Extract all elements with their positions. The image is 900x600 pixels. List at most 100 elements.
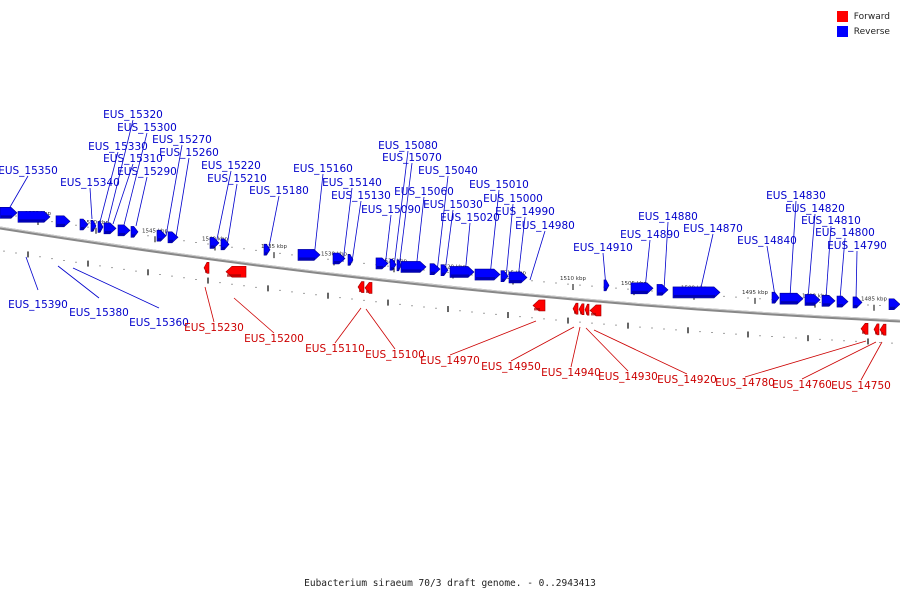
reverse-gene-arrow — [97, 221, 104, 233]
gene-labels: EUS_15350EUS_15340EUS_15330EUS_15320EUS_… — [0, 109, 891, 392]
reverse-gene-arrow — [656, 284, 669, 296]
label-leader-line — [365, 308, 396, 350]
gene-label: EUS_15080 — [378, 140, 438, 152]
label-leader-line — [699, 233, 714, 293]
gene-label: EUS_14940 — [541, 367, 601, 379]
forward-gene-arrow — [589, 304, 602, 317]
label-leader-line — [860, 341, 883, 381]
gene-label: EUS_15160 — [293, 163, 353, 175]
legend-reverse-label: Reverse — [853, 26, 890, 37]
gene-label: EUS_14990 — [495, 206, 555, 218]
scale-tick-label: 1485 kbp — [861, 297, 887, 303]
label-leader-line — [825, 225, 832, 299]
label-leader-line — [123, 132, 148, 226]
reverse-swatch — [836, 26, 848, 37]
label-leader-line — [766, 245, 776, 297]
gene-label: EUS_15020 — [440, 212, 500, 224]
reverse-gene-arrow — [449, 266, 475, 278]
gene-label: EUS_15210 — [207, 173, 267, 185]
legend: Forward Reverse — [836, 9, 890, 39]
label-leader-line — [226, 183, 238, 247]
gene-label: EUS_15130 — [331, 190, 391, 202]
forward-gene-arrow — [860, 322, 869, 335]
genome-backbone — [0, 226, 900, 323]
gene-label: EUS_14750 — [831, 380, 891, 392]
reverse-gene-arrow — [130, 226, 139, 238]
label-leader-line — [175, 157, 190, 238]
gene-label: EUS_14820 — [785, 203, 845, 215]
legend-forward-label: Forward — [853, 11, 890, 22]
label-leader-line — [204, 286, 215, 323]
gene-label: EUS_15310 — [103, 153, 163, 165]
scale-tick-label: 1525 kbp — [381, 258, 407, 264]
label-leader-line — [215, 170, 232, 245]
label-leader-line — [801, 341, 877, 380]
gene-label: EUS_15200 — [244, 333, 304, 345]
legend-reverse: Reverse — [836, 24, 890, 39]
label-leader-line — [99, 151, 119, 223]
label-leader-lines — [5, 119, 883, 381]
reverse-gene-arrow — [17, 211, 51, 223]
label-leader-line — [529, 230, 546, 281]
label-leader-line — [585, 327, 629, 372]
reverse-gene-arrow — [852, 296, 863, 309]
gene-label: EUS_14880 — [638, 211, 698, 223]
gene-label: EUS_14970 — [420, 355, 480, 367]
label-leader-line — [489, 189, 500, 277]
gene-label: EUS_15270 — [152, 134, 212, 146]
forward-gene-arrow — [532, 299, 546, 312]
forward-gene-arrow — [873, 323, 880, 336]
map-caption: Eubacterium siraeum 70/3 draft genome. -… — [304, 578, 596, 589]
gene-label: EUS_14980 — [515, 220, 575, 232]
gene-label: EUS_14800 — [815, 227, 875, 239]
reverse-gene-arrow — [821, 295, 836, 307]
gene-features — [0, 207, 900, 336]
reverse-gene-arrow — [347, 254, 354, 266]
reverse-gene-arrow — [888, 298, 900, 311]
label-leader-line — [342, 187, 353, 263]
gene-label: EUS_15030 — [423, 199, 483, 211]
label-leader-line — [436, 175, 449, 273]
reverse-gene-arrow — [220, 238, 230, 251]
forward-gene-arrow — [572, 302, 579, 315]
reverse-gene-arrow — [209, 237, 220, 249]
reverse-gene-arrow — [474, 268, 501, 281]
forward-gene-arrow — [879, 323, 887, 336]
label-leader-line — [415, 196, 425, 271]
gene-label: EUS_15350 — [0, 165, 58, 177]
scale-tick-label: 1495 kbp — [742, 290, 768, 296]
scale-tick-label: 1535 kbp — [261, 244, 287, 250]
scale-tick-label: 1545 kbp — [142, 228, 168, 234]
gene-label: EUS_15260 — [159, 147, 219, 159]
gene-label: EUS_15060 — [394, 186, 454, 198]
gene-label: EUS_15300 — [117, 122, 177, 134]
label-leader-line — [25, 256, 39, 291]
gene-label: EUS_14810 — [801, 215, 861, 227]
gene-label: EUS_15340 — [60, 177, 120, 189]
reverse-gene-arrow — [672, 286, 721, 299]
scale-tick-label: 1510 kbp — [560, 276, 586, 282]
label-leader-line — [398, 162, 413, 269]
label-leader-line — [72, 267, 160, 309]
gene-label: EUS_15330 — [88, 141, 148, 153]
reverse-gene-arrow — [440, 264, 449, 276]
gene-label: EUS_15180 — [249, 185, 309, 197]
label-leader-line — [351, 200, 362, 263]
gene-label: EUS_15110 — [305, 343, 365, 355]
label-leader-line — [839, 237, 846, 300]
reverse-gene-arrow — [0, 207, 18, 219]
reverse-gene-arrow — [55, 215, 71, 228]
label-leader-line — [89, 187, 93, 220]
label-leader-line — [444, 209, 454, 273]
reverse-gene-arrow — [508, 271, 528, 284]
label-leader-line — [233, 297, 275, 334]
forward-gene-arrow — [578, 303, 585, 316]
label-leader-line — [510, 326, 575, 362]
gene-label: EUS_15090 — [361, 204, 421, 216]
legend-forward: Forward — [836, 9, 890, 24]
gene-label: EUS_15320 — [103, 109, 163, 121]
reverse-gene-arrow — [630, 282, 654, 295]
gene-label: EUS_14760 — [772, 379, 832, 391]
label-leader-line — [112, 163, 134, 225]
